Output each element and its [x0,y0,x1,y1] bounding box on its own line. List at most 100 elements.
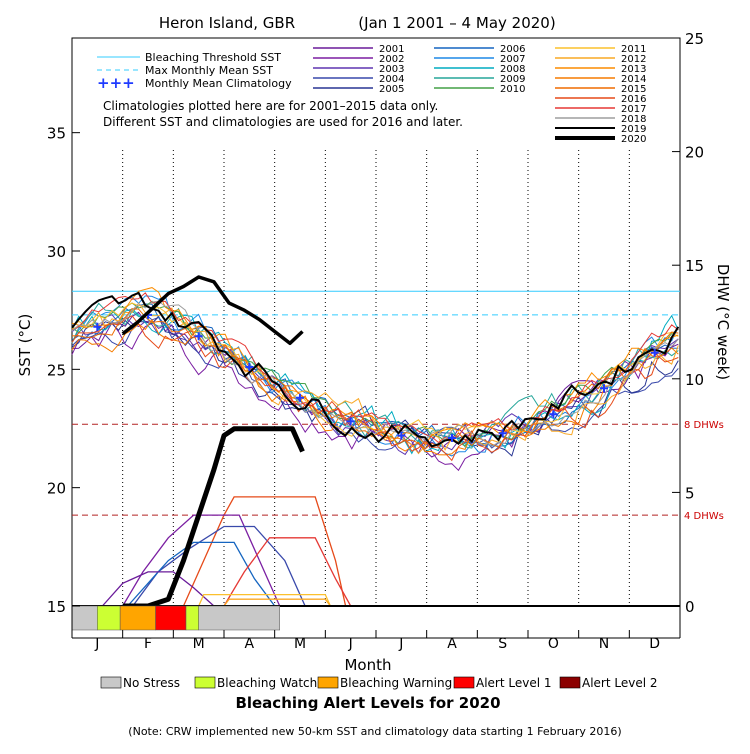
year-legend-label-2017: 2017 [621,104,646,115]
dhw-line-2011 [198,593,331,607]
month-tick-label: O [548,636,559,652]
year-legend-label-2016: 2016 [621,94,646,105]
month-tick-label: A [447,636,457,652]
year-legend-label-2003: 2003 [379,64,404,75]
dhw-line-2012 [223,598,331,607]
alert-legend-label: Bleaching Watch [217,676,317,690]
month-tick-label: M [193,636,205,652]
y-left-tick-label: 30 [47,243,66,261]
year-legend-label-2018: 2018 [621,114,646,125]
y-axis-left-label: SST (°C) [16,314,34,377]
year-legend-label-2009: 2009 [500,74,525,85]
y-right-tick-label: 10 [685,371,704,389]
alert-legend-label: Alert Level 2 [582,676,658,690]
month-tick-label: N [599,636,609,652]
climatology-markers [93,310,659,442]
dhw-line-2006 [127,541,276,607]
dhw-line-2002 [122,514,281,607]
dhw-reference-label: 8 DHWs [684,420,724,431]
dhw-line-2020 [122,426,305,609]
y-right-tick-label: 20 [685,144,704,162]
reference-lines: 4 DHWs 8 DHWs [72,290,724,522]
alert-legend-swatch [194,676,216,689]
axis-ticks: 15 20 25 30 35 0 5 10 15 20 25 J F M A M J J A S O N D [47,30,704,652]
chart-title-period: (Jan 1 2001 – 4 May 2020) [358,14,555,32]
month-tick-label: M [294,636,306,652]
alert-level-legend: No Stress Bleaching Watch Bleaching Warnin… [100,676,658,690]
climatology-marker [93,322,102,331]
alert-title: Bleaching Alert Levels for 2020 [235,694,500,712]
footnote: (Note: CRW implemented new 50-km SST and… [128,725,621,738]
month-tick-label: D [649,636,660,652]
year-legend-label-2019: 2019 [621,124,646,135]
chart-title-location: Heron Island, GBR [159,14,295,32]
alert-segment [119,605,156,631]
year-legend-label-2013: 2013 [621,64,646,75]
sst-line-2016 [71,315,679,462]
x-axis-label: Month [344,656,391,674]
dhw-line-2017 [223,537,352,607]
climatology-marker [245,362,254,371]
sst-line-2019 [71,291,680,448]
month-tick-label: F [144,636,152,652]
dhw-reference-label: 4 DHWs [684,511,724,522]
sst-year-lines [71,287,680,472]
climatology-marker [600,384,608,393]
alert-legend-swatch [100,676,122,689]
sst-line-2011 [71,302,679,437]
alert-level-bar [71,605,280,631]
y-left-tick-label: 25 [47,361,66,379]
sst-line-2004 [71,313,679,451]
climatology-marker [448,433,456,442]
year-legend-label-2001: 2001 [379,44,404,55]
year-legend-label-2007: 2007 [500,54,525,65]
legend-threshold-label: Bleaching Threshold SST [145,51,281,64]
alert-segment [97,605,121,631]
climatology-marker [194,332,203,341]
legend-left: Bleaching Threshold SST Max Monthly Mean… [97,51,292,92]
alert-legend-swatch [317,676,339,689]
year-legend-label-2002: 2002 [379,54,404,65]
year-legend-label-2010: 2010 [500,84,525,95]
y-right-tick-label: 5 [685,484,695,502]
climatology-marker [549,410,558,419]
svg-text:+++: +++ [97,74,135,92]
year-legend-label-2005: 2005 [379,84,404,95]
year-legend-label-2014: 2014 [621,74,646,85]
sst-line-2018 [71,300,679,448]
alert-segment [198,605,280,631]
month-tick-label: S [498,636,507,652]
climatology-marker [346,417,355,426]
year-legend-label-2020: 2020 [621,134,646,145]
sst-line-2013 [71,287,679,445]
alert-legend-label: Alert Level 1 [476,676,552,690]
month-tick-label: J [94,636,99,652]
y-left-tick-label: 15 [47,598,66,616]
month-tick-label: A [245,636,255,652]
sst-line-2015 [71,308,679,450]
note-line: Climatologies plotted here are for 2001–… [103,99,438,113]
month-gridlines [122,150,630,606]
climatology-marker [650,348,659,357]
alert-segment [155,605,187,631]
year-legend-label-2004: 2004 [379,74,404,85]
alert-segment [71,605,98,631]
alert-legend-swatch [559,676,581,689]
month-tick-label: J [348,636,353,652]
climatology-note: Climatologies plotted here are for 2001–… [103,99,463,129]
year-legend-label-2011: 2011 [621,44,646,55]
sst-line-2017 [71,292,679,444]
legend-climatology-label: Monthly Mean Climatology [145,77,292,90]
climatology-marker [296,393,304,402]
alert-legend-label: Bleaching Warning [340,676,452,690]
y-right-tick-label: 0 [685,598,695,616]
year-legend-label-2012: 2012 [621,54,646,65]
alert-legend-label: No Stress [123,676,180,690]
legend-climatology-marker: +++ [97,74,135,92]
y-right-tick-label: 25 [685,30,704,48]
dhw-line-2001 [101,571,215,607]
year-legend-label-2015: 2015 [621,84,646,95]
